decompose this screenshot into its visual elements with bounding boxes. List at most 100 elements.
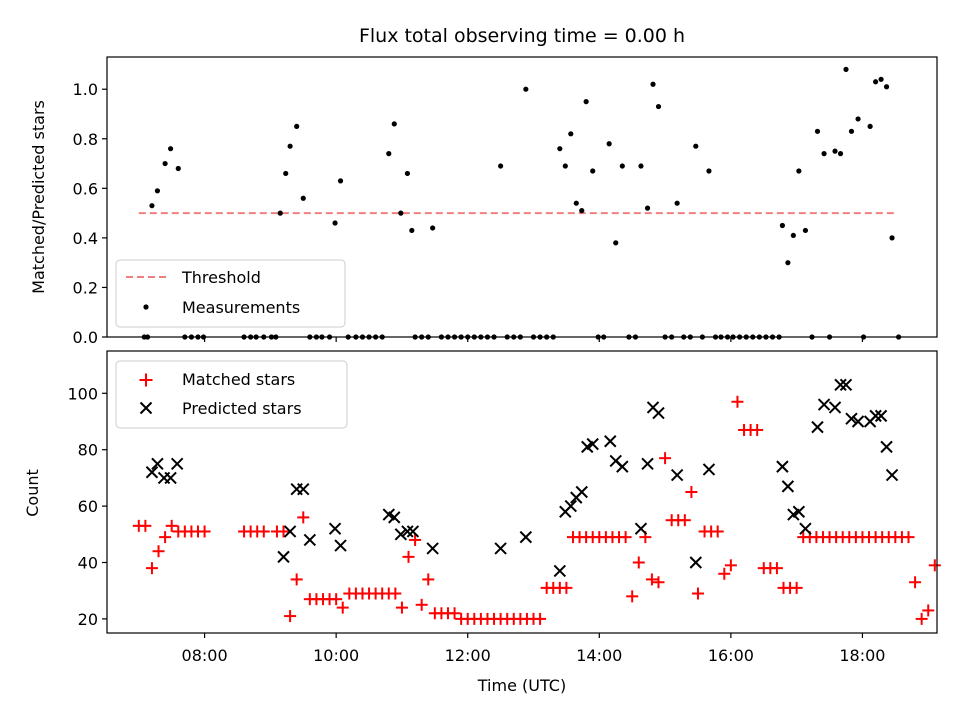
predicted-star-point <box>616 460 629 473</box>
x-axis-label: Time (UTC) <box>477 676 566 695</box>
top-legend: Threshold Measurements <box>115 259 346 328</box>
measurement-point <box>790 232 796 239</box>
measurement-point <box>386 151 392 157</box>
matched-star-point <box>290 573 303 586</box>
measurement-point <box>606 141 612 147</box>
measurement-point <box>883 84 890 90</box>
matched-star-point <box>448 607 461 620</box>
measurement-point <box>430 225 436 231</box>
matched-star-point <box>678 514 691 527</box>
matched-star-point <box>389 587 402 600</box>
predicted-star-point <box>564 499 577 513</box>
measurement-point <box>175 165 181 172</box>
matched-star-point <box>284 610 297 623</box>
measurement-point <box>889 235 895 241</box>
measurement-point <box>404 170 411 177</box>
bottom-legend-box <box>115 360 348 429</box>
predicted-star-point <box>799 522 812 535</box>
matched-star-point <box>790 581 803 594</box>
measurement-point <box>832 148 838 154</box>
measurement-point <box>802 227 809 234</box>
measurement-point <box>579 208 585 214</box>
x-tick-label: 14:00 <box>576 646 622 665</box>
bottom-y-tick-label: 80 <box>78 441 98 460</box>
measurement-point <box>674 200 680 206</box>
predicted-star-point <box>702 463 716 476</box>
measurement-point <box>872 79 879 85</box>
top-y-tick-label: 1.0 <box>73 80 98 99</box>
measurement-point <box>644 205 651 211</box>
bottom-axes-frame <box>106 350 938 634</box>
matched-star-point <box>152 545 165 558</box>
measurement-point <box>848 128 855 134</box>
matched-star-point <box>139 519 152 532</box>
measurement-point <box>154 188 161 194</box>
matched-star-point <box>691 587 704 600</box>
matched-star-point <box>277 525 290 538</box>
measurement-point <box>409 227 415 234</box>
measurement-point <box>573 200 579 206</box>
matched-star-point <box>330 593 343 606</box>
chart-title: Flux total observing time = 0.00 h <box>359 25 685 47</box>
predicted-star-point <box>170 457 184 471</box>
predicted-star-point <box>641 457 654 471</box>
measurement-point <box>867 123 873 129</box>
predicted-star-point <box>834 378 847 392</box>
predicted-star-point <box>839 378 853 392</box>
measurement-point <box>878 76 884 82</box>
matched-star-point <box>718 567 731 580</box>
predicted-star-point <box>874 409 888 423</box>
predicted-star-point <box>634 522 648 535</box>
matched-star-point <box>902 531 915 544</box>
bottom-plot-area <box>132 378 941 625</box>
legend-measurements-swatch <box>143 304 149 310</box>
matched-star-point <box>534 612 547 625</box>
legend-threshold-label: Threshold <box>181 268 261 287</box>
measurement-point <box>562 163 568 169</box>
measurement-point <box>613 240 619 246</box>
matched-star-point <box>198 525 211 538</box>
predicted-star-point <box>388 511 401 524</box>
x-tick-label: 08:00 <box>182 646 228 665</box>
top-legend-box <box>115 259 346 328</box>
legend-matched-swatch <box>139 373 153 387</box>
predicted-star-point <box>845 412 858 425</box>
matched-star-point <box>659 452 672 465</box>
predicted-star-point <box>851 415 865 428</box>
measurement-point <box>650 81 656 87</box>
measurement-point <box>167 146 174 152</box>
predicted-star-point <box>283 525 297 538</box>
top-axes-frame <box>106 56 938 338</box>
matched-star-point <box>409 533 422 546</box>
legend-measurements-label: Measurements <box>182 298 300 317</box>
measurement-point <box>655 103 662 110</box>
measurement-point <box>706 168 712 174</box>
x-tick-label: 18:00 <box>839 646 885 665</box>
predicted-star-point <box>164 471 177 485</box>
top-axis-ticks: 0.0 0.2 0.4 0.6 0.8 1.0 <box>73 80 864 347</box>
matched-star-point <box>145 562 158 575</box>
matched-star-point <box>751 423 764 436</box>
measurement-point <box>498 163 504 169</box>
measurement-point <box>785 260 791 266</box>
predicted-star-point <box>519 530 533 544</box>
predicted-star-point <box>575 485 588 499</box>
predicted-star-point <box>394 528 408 541</box>
matched-star-point <box>724 559 737 572</box>
matched-star-point <box>422 573 435 586</box>
predicted-star-point <box>869 409 882 423</box>
matched-star-point <box>257 525 270 538</box>
top-y-tick-label: 0.4 <box>73 229 98 248</box>
matched-star-point <box>336 601 349 614</box>
measurement-point <box>149 203 155 209</box>
measurement-point <box>398 210 404 216</box>
matched-star-point <box>415 598 428 611</box>
top-y-tick-label: 0.6 <box>73 179 98 198</box>
measurement-point <box>814 128 821 134</box>
predicted-star-point <box>885 468 899 482</box>
measurement-point <box>337 178 344 184</box>
measurement-point <box>821 151 827 157</box>
top-y-tick-label: 0.2 <box>73 278 98 297</box>
measurement-point <box>287 143 293 149</box>
top-y-tick-label: 0.0 <box>73 328 98 347</box>
